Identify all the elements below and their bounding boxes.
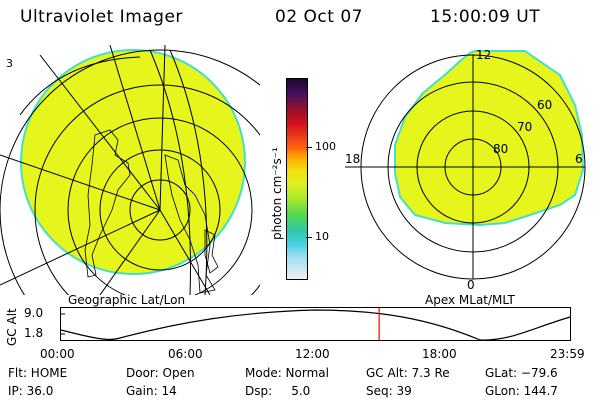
status-glon: GLon: 144.7 — [485, 384, 558, 398]
status-dsp: Dsp: 5.0 — [245, 384, 311, 398]
meridian-line — [159, 209, 211, 295]
altitude-xtick: 18:00 — [422, 347, 457, 361]
status-flt: Flt: HOME — [8, 366, 68, 380]
meridian-line — [39, 54, 161, 211]
meridian-line — [0, 209, 161, 286]
colorbar — [286, 78, 308, 280]
mlt-label-18: 18 — [345, 152, 360, 166]
meridian-line — [159, 45, 166, 211]
altitude-xtick: 06:00 — [168, 347, 203, 361]
geographic-caption: Geographic Lat/Lon — [68, 293, 186, 307]
colorbar-unit-label: photon cm⁻²s⁻¹ — [270, 147, 284, 240]
mlt-label-6: 6 — [575, 152, 583, 166]
status-mode: Mode: Normal — [245, 366, 329, 380]
coastline — [84, 129, 131, 278]
mlat-label-70: 70 — [517, 120, 532, 134]
time-label: 15:00:09 UT — [430, 7, 541, 27]
status-seq: Seq: 39 — [366, 384, 412, 398]
meridian-curve — [19, 56, 141, 116]
map-corner-label: 3 — [6, 57, 13, 70]
altitude-ylabel: GC Alt — [5, 308, 19, 346]
altitude-curve — [60, 309, 571, 341]
meridian-line — [109, 45, 161, 211]
status-glat: GLat: −79.6 — [485, 366, 558, 380]
latitude-circle — [0, 49, 260, 295]
altitude-ytick: 1.8 — [24, 326, 44, 340]
polar-plot: 12 6 0 18 60 70 80 — [345, 48, 586, 292]
colorbar-tick — [306, 237, 312, 238]
coastline — [164, 154, 216, 294]
coastline — [204, 229, 219, 274]
auroral-oval-fill — [394, 50, 585, 227]
altitude-xtick: 00:00 — [40, 347, 75, 361]
altitude-plot — [60, 307, 571, 341]
altitude-xtick: 23:59 — [550, 347, 585, 361]
latitude-circle — [34, 84, 260, 295]
mlt-label-12: 12 — [476, 48, 491, 62]
status-door: Door: Open — [126, 366, 195, 380]
instrument-title: Ultraviolet Imager — [20, 7, 183, 27]
mlat-label-60: 60 — [537, 98, 552, 112]
geographic-map: 3 — [0, 45, 260, 295]
altitude-xtick: 12:00 — [295, 347, 330, 361]
latitude-circle — [99, 149, 221, 271]
colorbar-tick — [306, 147, 312, 148]
meridian-curve — [149, 49, 191, 295]
altitude-ytick: 9.0 — [24, 306, 44, 320]
altitude-plot-frame — [60, 307, 571, 341]
colorbar-tick-label: 100 — [315, 140, 336, 153]
status-gc-alt: GC Alt: 7.3 Re — [366, 366, 450, 380]
date-label: 02 Oct 07 — [275, 7, 363, 27]
mlt-label-0: 0 — [467, 278, 475, 292]
mlat-label-80: 80 — [493, 142, 508, 156]
colorbar-tick-label: 10 — [315, 230, 329, 243]
meridian-line — [0, 154, 161, 211]
latitude-circle — [129, 179, 191, 241]
meridian-line — [99, 209, 161, 295]
status-ip: IP: 36.0 — [8, 384, 54, 398]
status-gain: Gain: 14 — [126, 384, 177, 398]
polar-caption: Apex MLat/MLT — [425, 293, 515, 307]
latitude-circle — [67, 117, 253, 295]
